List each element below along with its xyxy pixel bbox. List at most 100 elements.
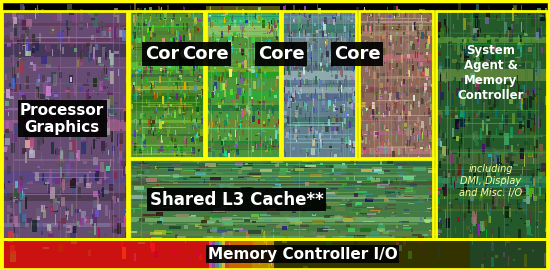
Bar [95,132,101,135]
Bar [436,38,547,43]
Bar [73,80,74,88]
Bar [530,178,535,181]
Bar [243,128,244,134]
Bar [102,32,106,36]
Bar [139,69,141,72]
Bar [146,170,149,173]
Bar [19,106,24,116]
Bar [530,188,534,197]
Bar [47,179,52,191]
Bar [476,113,478,117]
Bar [204,201,216,203]
Bar [452,129,454,137]
Bar [322,204,328,205]
Bar [315,92,316,95]
Bar [174,124,175,129]
Bar [263,143,265,144]
Bar [492,157,493,159]
Bar [376,53,377,59]
Bar [332,60,333,67]
Bar [387,72,389,79]
Bar [324,97,326,100]
Bar [207,169,212,171]
Bar [150,69,152,76]
Bar [475,22,477,34]
Bar [148,130,151,134]
Bar [515,17,519,24]
Bar [419,13,422,14]
Bar [315,121,317,126]
Bar [425,102,426,106]
Bar [230,183,234,186]
Bar [4,194,7,196]
Bar [298,92,300,94]
Bar [307,68,309,72]
Bar [160,150,162,153]
Bar [222,139,224,145]
Bar [103,46,106,48]
Bar [286,44,288,46]
Bar [37,5,38,14]
Bar [288,152,289,154]
Bar [374,208,382,211]
Bar [138,38,141,43]
Bar [101,189,103,193]
Bar [224,156,226,157]
Bar [521,98,523,110]
Bar [425,56,427,58]
Bar [330,61,331,63]
Bar [241,206,245,211]
Bar [298,80,301,87]
Bar [275,130,277,139]
Bar [124,197,126,202]
Bar [337,215,340,220]
Bar [282,11,356,158]
Bar [496,29,498,31]
Bar [369,119,370,127]
Bar [403,213,410,214]
Bar [519,85,522,94]
Bar [214,69,216,70]
Bar [155,101,156,104]
Bar [2,11,127,239]
Bar [354,241,357,244]
Bar [278,120,279,125]
Bar [495,94,499,106]
Bar [37,140,40,150]
Bar [162,38,164,46]
Bar [173,38,175,42]
Bar [299,108,302,114]
Bar [230,109,232,110]
Bar [30,116,34,124]
Bar [267,34,268,38]
Bar [413,167,426,171]
Bar [532,47,535,59]
Bar [340,138,344,144]
Bar [304,55,305,56]
Bar [48,184,51,194]
Bar [230,67,233,71]
Bar [124,28,128,31]
Bar [476,56,477,66]
Bar [237,94,239,99]
Bar [51,142,54,154]
Bar [491,228,493,241]
Bar [367,17,370,24]
Bar [282,16,356,18]
Bar [508,152,512,164]
Bar [58,25,59,30]
Bar [177,71,179,73]
Bar [409,35,412,39]
Bar [464,156,466,159]
Bar [484,116,487,124]
Bar [455,174,457,181]
Bar [74,48,77,52]
Bar [81,148,84,153]
Bar [403,68,404,73]
Bar [170,38,172,41]
Bar [408,100,411,103]
Bar [401,91,403,96]
Bar [406,74,409,76]
Bar [298,130,300,133]
Bar [272,18,275,25]
